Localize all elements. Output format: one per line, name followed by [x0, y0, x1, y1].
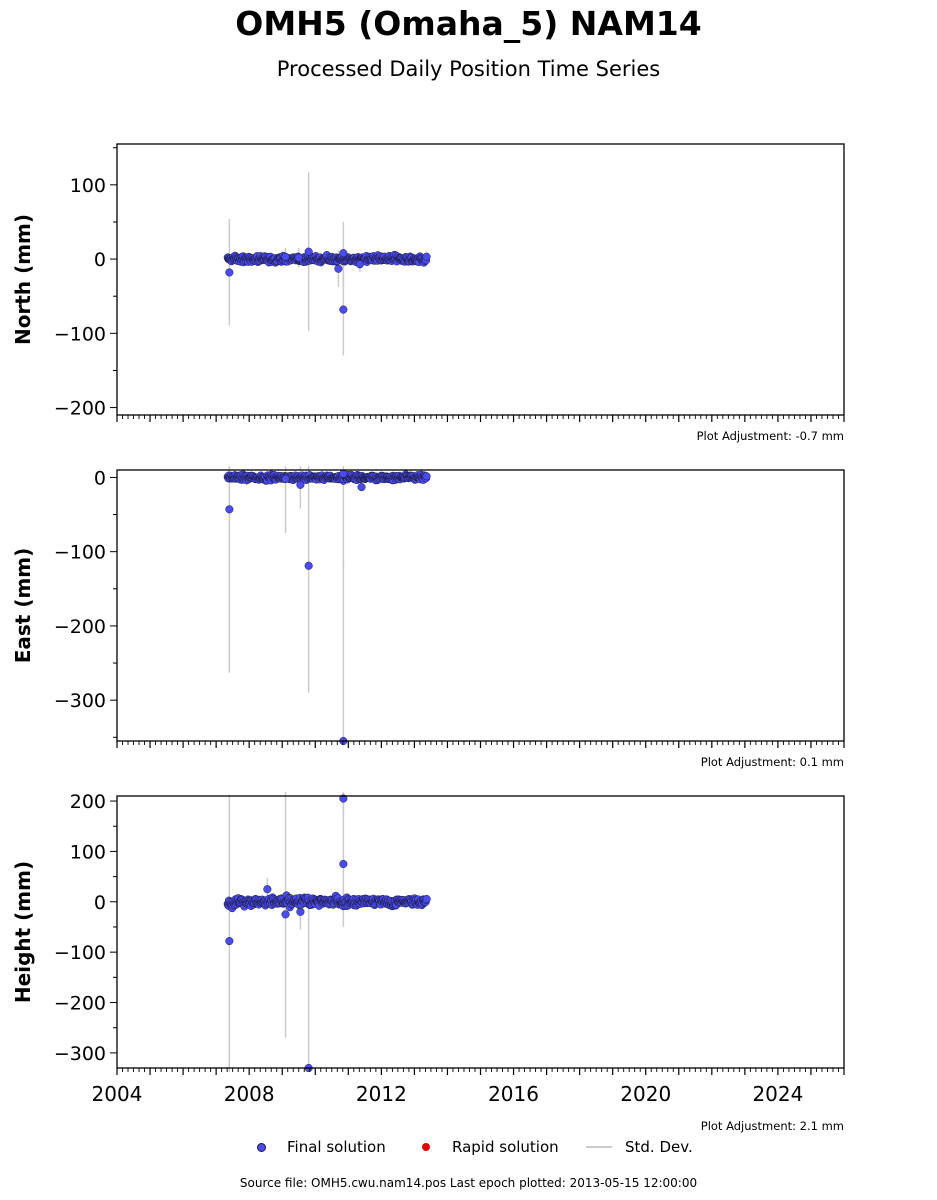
final-solution-point	[225, 937, 234, 946]
legend-std-label: Std. Dev.	[625, 1138, 693, 1156]
y-axis-label: East (mm)	[11, 548, 35, 664]
final-solution-point	[339, 859, 348, 869]
final-solution-point	[422, 472, 431, 481]
y-tick-label: 0	[94, 467, 106, 489]
plot-frame	[116, 795, 845, 1069]
x-tick-label: 2008	[224, 1082, 275, 1106]
y-tick-label: −100	[54, 323, 106, 345]
y-tick-label: −100	[54, 542, 106, 564]
final-solution-point	[263, 885, 272, 894]
y-tick-label: −200	[54, 993, 106, 1015]
legend: Final solution Rapid solution Std. Dev.	[0, 1135, 937, 1159]
final-solution-point	[296, 480, 305, 489]
final-solution-point	[339, 305, 348, 314]
final-solution-point	[281, 910, 290, 919]
final-solution-point	[296, 907, 305, 916]
x-tick-label: 2012	[356, 1082, 407, 1106]
y-tick-label: −300	[54, 1043, 106, 1065]
y-axis-label: North (mm)	[11, 214, 35, 345]
final-solution-point	[281, 474, 290, 483]
chart-subtitle: Processed Daily Position Time Series	[276, 57, 661, 81]
chart-title: OMH5 (Omaha_5) NAM14	[235, 4, 702, 43]
final-solution-point	[339, 249, 348, 258]
final-solution-point	[304, 247, 313, 256]
y-axis-label: Height (mm)	[11, 861, 35, 1003]
final-solution-point	[225, 505, 234, 514]
data-layer	[223, 466, 431, 745]
data-layer	[223, 172, 431, 356]
y-tick-label: 100	[70, 175, 106, 197]
x-tick-label: 2004	[92, 1082, 143, 1106]
legend-std-line	[586, 1146, 612, 1148]
x-tick-label: 2020	[620, 1082, 671, 1106]
x-tick-label: 2024	[752, 1082, 803, 1106]
y-tick-label: −200	[54, 398, 106, 420]
y-tick-label: −100	[54, 942, 106, 964]
y-tick-label: 200	[70, 791, 106, 813]
legend-rapid-marker	[422, 1143, 430, 1151]
y-tick-label: −300	[54, 690, 106, 712]
source-footer: Source file: OMH5.cwu.nam14.pos Last epo…	[239, 1176, 698, 1190]
panel-0: 100 0 −100 −200 North (mm) Plot Adjustment: -…	[11, 143, 845, 443]
y-tick-label: 0	[94, 892, 106, 914]
final-solution-point	[334, 264, 343, 273]
plot-adjustment-label: Plot Adjustment: 2.1 mm	[701, 1119, 844, 1133]
final-solution-point	[422, 252, 431, 261]
final-solution-point	[422, 894, 431, 904]
data-layer	[223, 792, 431, 1072]
plot-adjustment-label: Plot Adjustment: -0.7 mm	[697, 429, 844, 443]
legend-rapid-label: Rapid solution	[452, 1138, 559, 1156]
y-tick-label: −200	[54, 616, 106, 638]
panel-1: 0 −100 −200 −300 East (mm) Plot Adjustment: 0…	[11, 466, 845, 769]
plot-frame	[116, 143, 845, 416]
y-tick-label: 100	[70, 841, 106, 863]
final-solution-point	[357, 483, 366, 492]
final-solution-point	[294, 253, 303, 262]
final-solution-point	[355, 260, 364, 269]
final-solution-point	[225, 268, 234, 277]
panel-2: 200 100 0 −100 −200 −300 Height (mm) 2004 2008 20…	[11, 791, 845, 1133]
final-solution-point	[281, 252, 290, 261]
legend-final-marker	[257, 1143, 266, 1152]
plot-adjustment-label: Plot Adjustment: 0.1 mm	[701, 755, 844, 769]
x-tick-label: 2016	[488, 1082, 539, 1106]
final-solution-point	[304, 561, 313, 570]
final-solution-point	[339, 469, 348, 478]
legend-final-label: Final solution	[287, 1138, 386, 1156]
y-tick-label: 0	[94, 249, 106, 271]
